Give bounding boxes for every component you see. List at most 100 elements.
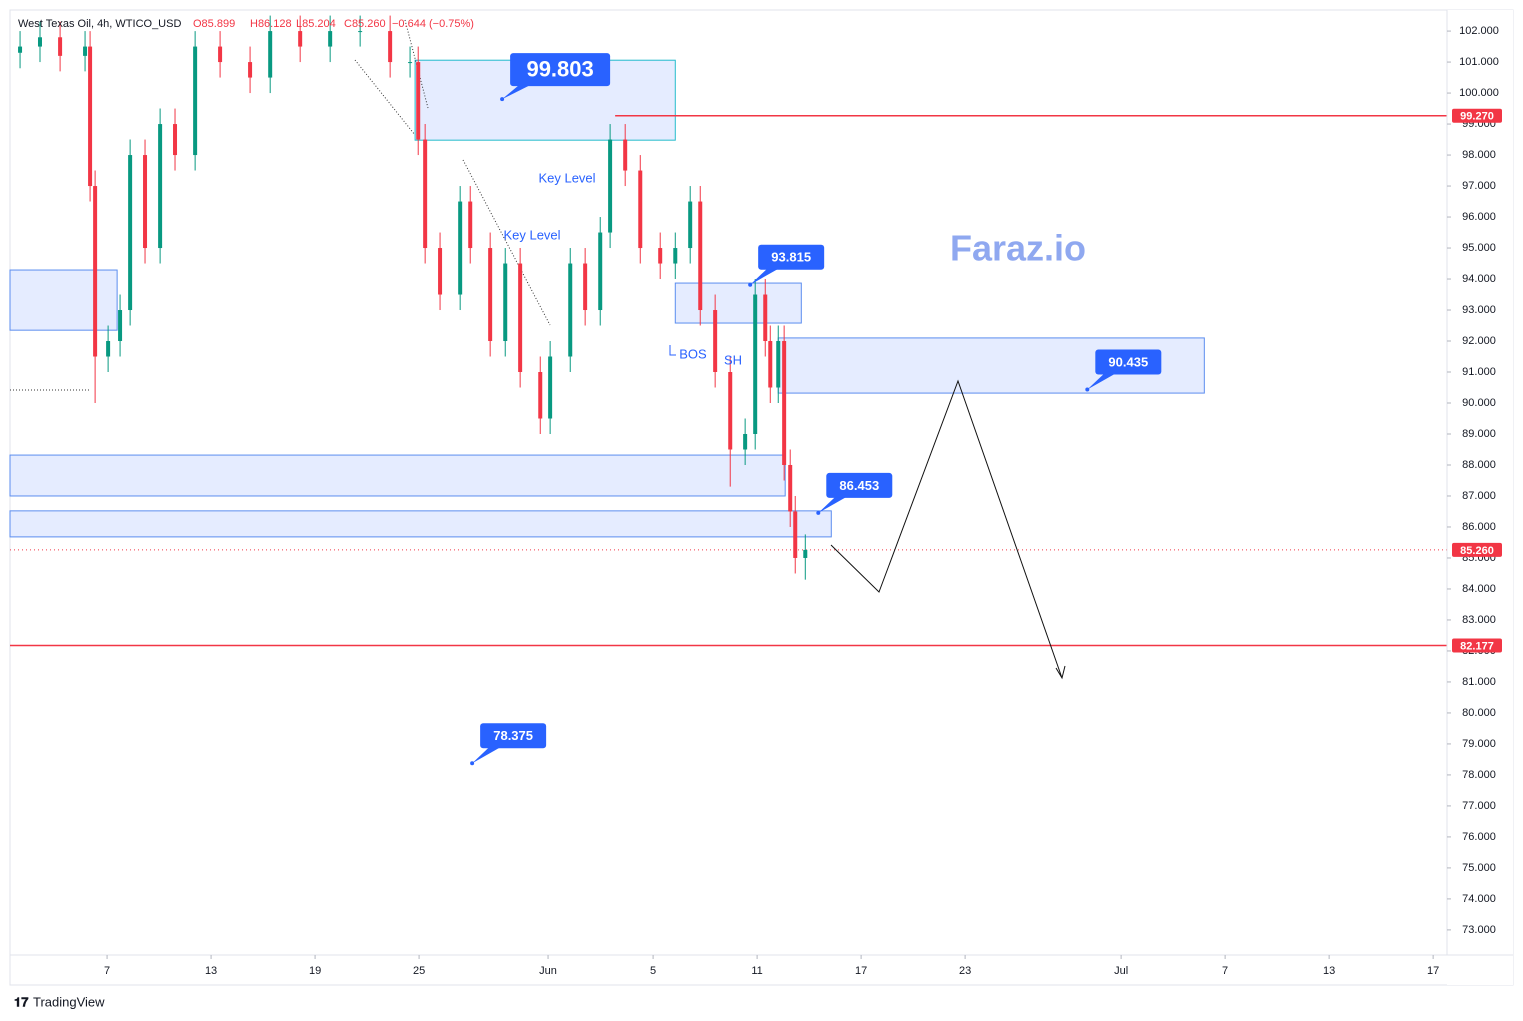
y-tick-label: 74.000 [1462,893,1496,905]
y-tick-label: 78.000 [1462,769,1496,781]
callout-anchor [1085,387,1090,392]
candle-body [518,263,523,373]
candle-body [18,46,23,53]
candle-body [298,31,303,47]
callout-label: 93.815 [771,250,811,265]
candle-body [782,341,787,465]
x-tick-label: 5 [650,965,656,977]
callout-label: 99.803 [526,56,593,81]
candle-body [743,433,748,450]
candle-body [468,201,473,249]
candle-body [763,294,768,342]
x-tick-label: 13 [1323,965,1335,977]
candle-body [358,31,363,33]
candle-body [568,263,573,357]
candle-body [728,372,733,450]
zone [9,269,118,331]
level-tag [1452,638,1502,653]
candle-body [638,170,643,249]
y-tick-label: 81.000 [1462,676,1496,688]
candle-body [218,46,223,63]
callout-anchor [748,282,753,287]
candle-body [538,372,543,419]
callout-label: 86.453 [839,478,879,493]
x-tick-label: 23 [959,965,971,977]
callout-anchor [816,510,821,515]
ohlc-value: O85.899 [193,18,235,30]
y-tick-label: 102.000 [1459,25,1499,37]
candle-body [548,356,553,419]
candle-body [408,62,413,64]
y-tick-label: 88.000 [1462,459,1496,471]
x-tick-label: 17 [855,965,867,977]
y-tick-label: 93.000 [1462,304,1496,316]
x-tick-label: Jul [1114,965,1128,977]
callout-pointer [818,495,849,513]
ohlc-value: L85.204 [296,18,336,30]
candle-body [106,341,111,357]
y-tick-label: 95.000 [1462,242,1496,254]
y-tick-label: 89.000 [1462,428,1496,440]
y-tick-label: 73.000 [1462,924,1496,936]
annotation: SH [724,352,742,367]
y-tick-label: 96.000 [1462,211,1496,223]
callout-box [758,244,825,270]
callout-pointer [750,267,781,285]
ohlc-change: −0.644 (−0.75%) [392,18,474,30]
candle-body [698,201,703,311]
candle-body [776,341,781,388]
y-tick-label: 75.000 [1462,862,1496,874]
callout-pointer [1087,372,1118,390]
callout-anchor [470,761,475,766]
candle-body [793,511,798,558]
y-tick-label: 101.000 [1459,56,1499,68]
callout-anchor [500,97,505,102]
level-tag-label: 99.270 [1460,111,1494,123]
candle-body [93,186,98,357]
annotation: BOS [679,346,707,361]
logo-mark: 𝟏𝟕 [14,994,29,1009]
candle-body [488,248,493,342]
candle-body [788,464,793,512]
y-tick-label: 90.000 [1462,397,1496,409]
y-tick-label: 91.000 [1462,366,1496,378]
candle-body [193,46,198,156]
y-tick-label: 80.000 [1462,707,1496,719]
x-tick-label: 25 [413,965,425,977]
candle-body [438,248,443,295]
candle-body [158,124,163,249]
annotation: Key Level [538,170,595,185]
candle-body [768,341,773,388]
y-tick-label: 87.000 [1462,490,1496,502]
callout-pointer [472,746,503,764]
candle-body [713,310,718,373]
y-tick-label: 94.000 [1462,273,1496,285]
candle-body [328,31,333,47]
candle-body [37,37,42,47]
callout-box [480,723,547,749]
candle-body [58,37,63,56]
candle-body [458,201,463,295]
y-tick-label: 84.000 [1462,583,1496,595]
candle-body [83,46,88,56]
y-tick-label: 86.000 [1462,521,1496,533]
x-tick-label: 13 [205,965,217,977]
candle-body [128,155,133,311]
level-tag-label: 82.177 [1460,640,1494,652]
callout-pointer [502,84,533,100]
candle-body [803,549,808,558]
level-tag [1452,108,1502,123]
price-axis-bg [1447,10,1513,985]
y-tick-label: 83.000 [1462,614,1496,626]
candle-body [248,62,253,78]
callout-label: 78.375 [493,728,533,743]
x-tick-label: Jun [539,965,557,977]
candle-body [673,248,678,264]
callout-box [510,53,611,87]
x-tick-label: 7 [104,965,110,977]
candle-body [416,62,421,140]
candle-body [268,31,273,78]
ohlc-value: H86.128 [250,18,292,30]
ohlc-value: C85.260 [344,18,386,30]
level-tag-label: 85.260 [1460,545,1494,557]
